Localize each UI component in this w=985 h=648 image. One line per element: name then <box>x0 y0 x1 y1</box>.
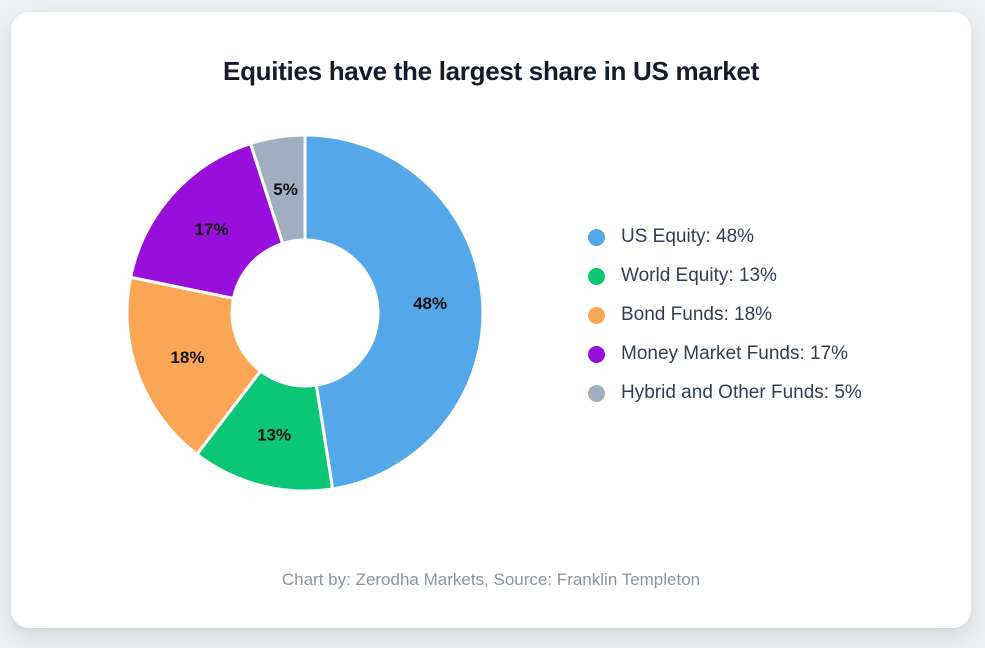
slice-label: 5% <box>273 180 298 199</box>
legend-swatch <box>588 228 605 246</box>
donut-slice-money-market-funds <box>129 142 285 300</box>
legend-label: Bond Funds: 18% <box>621 304 773 325</box>
donut-slice-hybrid-and-other-funds <box>249 133 307 245</box>
legend-swatch <box>588 345 605 363</box>
legend-item: World Equity: 13% <box>588 264 862 288</box>
legend-label: Money Market Funds: 17% <box>621 343 849 364</box>
chart-legend: US Equity: 48% World Equity: 13% Bond Fund… <box>588 225 862 405</box>
legend-item: Hybrid and Other Funds: 5% <box>588 381 862 405</box>
legend-swatch <box>588 306 605 324</box>
legend-item: Bond Funds: 18% <box>588 303 862 327</box>
legend-label: World Equity: 13% <box>621 265 777 286</box>
donut-chart: 48% 13% 18% 17% 5% <box>115 123 495 503</box>
chart-card: Equities have the largest share in US ma… <box>11 12 971 628</box>
legend-item: Money Market Funds: 17% <box>588 342 862 366</box>
slice-label: 18% <box>170 348 204 367</box>
legend-label: US Equity: 48% <box>621 226 755 247</box>
chart-title: Equities have the largest share in US ma… <box>223 56 759 86</box>
legend-swatch <box>588 384 605 402</box>
donut-chart-svg: 48% 13% 18% 17% 5% <box>125 133 485 493</box>
donut-slice-bond-funds <box>125 275 263 456</box>
slice-label: 17% <box>195 220 229 239</box>
slice-label: 13% <box>257 426 291 445</box>
legend-item: US Equity: 48% <box>588 225 862 249</box>
legend-label: Hybrid and Other Funds: 5% <box>621 382 862 403</box>
chart-credit: Chart by: Zerodha Markets, Source: Frank… <box>281 570 701 589</box>
donut-slice-us-equity <box>303 133 485 491</box>
legend-swatch <box>588 267 605 285</box>
slice-label: 48% <box>413 294 447 313</box>
